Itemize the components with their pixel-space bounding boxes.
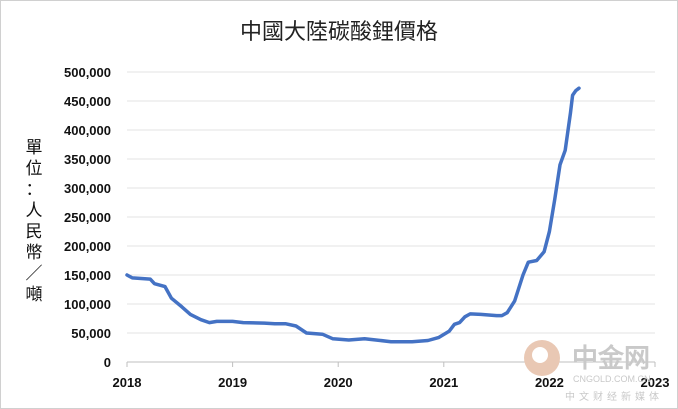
- y-tick-label: 300,000: [64, 181, 111, 196]
- watermark-logo-inner-icon: [532, 347, 548, 363]
- y-tick-labels: 500,000 450,000 400,000 350,000 300,000 250,0…: [64, 65, 111, 370]
- y-axis-label-char: 位: [25, 159, 43, 179]
- y-axis-label-char: 單: [25, 138, 43, 158]
- y-tick-label: 150,000: [64, 268, 111, 283]
- y-tick-label: 450,000: [64, 94, 111, 109]
- watermark: 中金网 CNGOLD.COM.CN 中文财经新媒体: [524, 340, 663, 403]
- y-axis-label-char: ：: [25, 180, 43, 200]
- watermark-brand: 中金网: [572, 343, 650, 374]
- y-axis-label: 單位：人民幣／噸: [22, 138, 46, 306]
- y-tick-label: 200,000: [64, 239, 111, 254]
- x-tick-label: 2020: [324, 375, 353, 390]
- series-group: [125, 86, 581, 344]
- x-tick-label: 2022: [535, 375, 564, 390]
- y-tick-label: 250,000: [64, 210, 111, 225]
- y-axis-label-char: 噸: [25, 285, 43, 305]
- y-tick-label: 100,000: [64, 297, 111, 312]
- watermark-url: CNGOLD.COM.CN: [573, 374, 651, 384]
- y-tick-label: 350,000: [64, 152, 111, 167]
- chart-title: 中國大陸碳酸鋰價格: [239, 19, 438, 44]
- y-tick-label: 500,000: [64, 65, 111, 80]
- y-tick-label: 50,000: [71, 326, 111, 341]
- x-tick-label: 2018: [113, 375, 142, 390]
- y-axis-label-char: ／: [25, 264, 43, 284]
- y-tick-label: 0: [104, 355, 111, 370]
- watermark-tagline: 中文财经新媒体: [565, 390, 663, 403]
- y-axis-label-char: 人: [25, 201, 43, 221]
- y-axis-label-char: 幣: [25, 243, 43, 263]
- series-line: [125, 86, 581, 344]
- y-tick-label: 400,000: [64, 123, 111, 138]
- y-axis-label-char: 民: [25, 222, 43, 242]
- gridlines: [127, 71, 655, 363]
- x-tick-label: 2023: [641, 375, 670, 390]
- x-tick-labels: 2018 2019 2020 2021 2022 2023: [113, 362, 670, 390]
- x-tick-label: 2019: [218, 375, 247, 390]
- x-tick-label: 2021: [429, 375, 458, 390]
